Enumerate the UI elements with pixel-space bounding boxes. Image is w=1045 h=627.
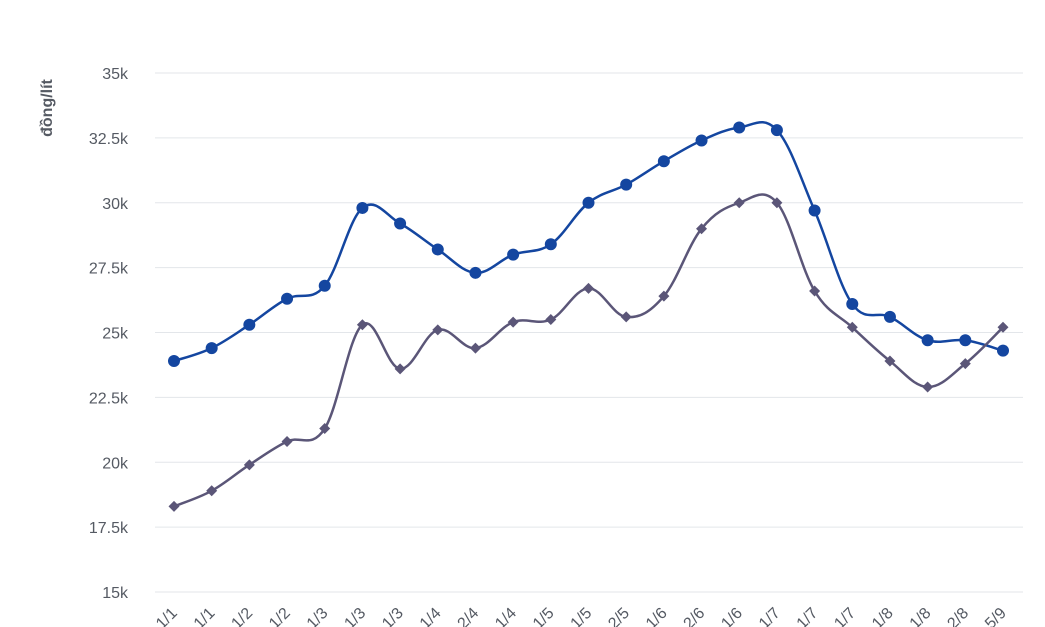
data-point[interactable] (959, 334, 972, 347)
data-point[interactable] (356, 319, 368, 331)
x-tick-label: 1/7 (794, 605, 822, 627)
series-1 (168, 120, 1009, 368)
x-tick-label: 5/9 (982, 605, 1010, 627)
y-axis-label: đồng/lít (39, 78, 56, 136)
data-point[interactable] (318, 279, 331, 292)
series-2 (168, 193, 1009, 512)
data-point[interactable] (281, 435, 293, 447)
data-point[interactable] (771, 197, 783, 209)
y-tick-label: 25k (102, 326, 129, 343)
x-tick-label: 1/1 (153, 605, 181, 627)
data-point[interactable] (695, 134, 708, 147)
data-point[interactable] (168, 355, 180, 368)
y-tick-label: 30k (102, 196, 129, 213)
series-line (173, 120, 1004, 363)
data-point[interactable] (696, 223, 708, 235)
data-point[interactable] (733, 121, 746, 134)
x-tick-label: 1/6 (718, 605, 746, 627)
x-tick-label: 1/4 (417, 605, 445, 627)
data-point[interactable] (883, 310, 896, 323)
data-point[interactable] (583, 282, 594, 294)
data-point[interactable] (545, 314, 557, 326)
data-point[interactable] (281, 292, 294, 305)
x-tick-label: 1/4 (492, 605, 520, 627)
data-point[interactable] (658, 290, 670, 302)
x-tick-label: 1/3 (341, 605, 369, 627)
data-point[interactable] (733, 197, 745, 209)
data-point[interactable] (657, 155, 670, 168)
x-tick-label: 1/8 (869, 605, 897, 627)
y-tick-label: 15k (102, 585, 129, 602)
data-point[interactable] (997, 344, 1009, 357)
data-point[interactable] (921, 334, 934, 347)
x-tick-label: 2/4 (455, 605, 483, 627)
series-layer (168, 120, 1009, 512)
data-point[interactable] (959, 358, 971, 370)
gridlines (155, 72, 1023, 593)
data-point[interactable] (507, 248, 520, 261)
data-point[interactable] (356, 201, 369, 214)
x-tick-label: 1/6 (643, 605, 671, 627)
x-tick-label: 1/2 (266, 605, 294, 627)
x-tick-label: 2/8 (944, 605, 972, 627)
data-point[interactable] (582, 196, 595, 209)
x-tick-label: 2/6 (681, 605, 709, 627)
data-point[interactable] (243, 459, 255, 471)
data-point[interactable] (168, 500, 180, 512)
data-point[interactable] (394, 363, 406, 375)
data-point[interactable] (243, 318, 256, 331)
x-axis-ticks: 1/1 1/1 1/2 1/2 1/3 1/3 1/3 1/4 2/4 1/4 1/5 1/5 2/5 1… (153, 605, 1010, 627)
data-point[interactable] (507, 316, 519, 328)
data-point[interactable] (809, 285, 821, 297)
data-point[interactable] (808, 204, 821, 217)
data-point[interactable] (206, 485, 218, 497)
data-point[interactable] (205, 342, 218, 355)
data-point[interactable] (846, 297, 859, 310)
y-tick-label: 35k (102, 66, 129, 83)
data-point[interactable] (432, 324, 444, 336)
y-tick-label: 27.5k (89, 261, 129, 278)
data-point[interactable] (469, 342, 481, 354)
data-point[interactable] (394, 217, 407, 230)
data-point[interactable] (770, 124, 783, 137)
x-tick-label: 1/7 (756, 605, 784, 627)
x-tick-label: 1/1 (191, 605, 219, 627)
data-point[interactable] (884, 355, 896, 367)
x-tick-label: 2/5 (605, 605, 633, 627)
x-tick-label: 1/5 (530, 605, 558, 627)
y-tick-label: 22.5k (89, 390, 129, 407)
x-tick-label: 1/5 (568, 605, 596, 627)
data-point[interactable] (469, 266, 482, 279)
y-tick-label: 17.5k (89, 520, 129, 537)
data-point[interactable] (846, 321, 858, 333)
data-point[interactable] (620, 178, 633, 191)
x-tick-label: 1/2 (228, 605, 256, 627)
data-point[interactable] (997, 321, 1009, 333)
data-point[interactable] (620, 311, 632, 323)
data-point[interactable] (431, 243, 444, 256)
y-tick-label: 20k (102, 455, 129, 472)
x-tick-label: 1/8 (907, 605, 935, 627)
x-tick-label: 1/3 (304, 605, 332, 627)
data-point[interactable] (922, 381, 934, 393)
data-point[interactable] (319, 423, 331, 435)
x-tick-label: 1/7 (831, 605, 859, 627)
data-point[interactable] (544, 238, 557, 251)
y-axis-ticks: 15k 17.5k 20k 22.5k 25k 27.5k 30k 32.5k 35k (89, 66, 129, 602)
x-tick-label: 1/3 (379, 605, 407, 627)
y-tick-label: 32.5k (89, 131, 129, 148)
series-line (173, 193, 1004, 508)
